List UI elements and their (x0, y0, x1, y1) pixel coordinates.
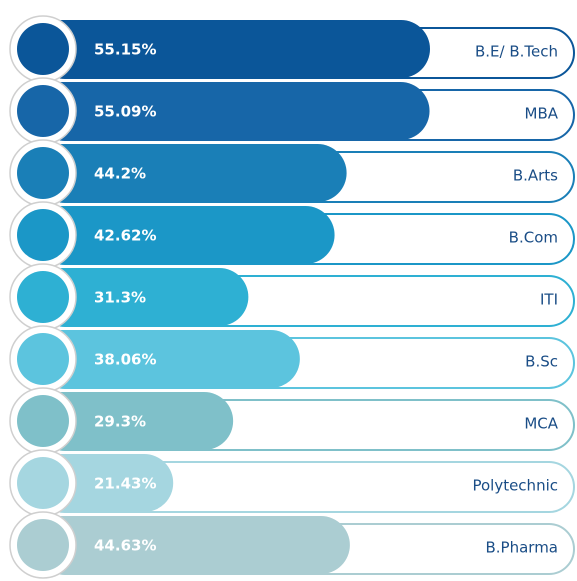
value-label: 55.09% (94, 103, 156, 121)
value-label: 38.06% (94, 351, 156, 369)
bar (10, 330, 300, 388)
bar (10, 20, 430, 78)
category-label: B.E/ B.Tech (475, 43, 558, 61)
value-label: 29.3% (94, 413, 146, 431)
value-label: 31.3% (94, 289, 146, 307)
category-label: ITI (540, 291, 558, 309)
bar-badge (17, 519, 69, 571)
bar-badge (17, 333, 69, 385)
value-label: 42.62% (94, 227, 156, 245)
category-label: MCA (524, 415, 558, 433)
category-label: B.Com (509, 229, 558, 247)
bar (10, 82, 430, 140)
bar (10, 516, 350, 574)
category-label: B.Arts (513, 167, 558, 185)
category-label: B.Sc (525, 353, 558, 371)
value-label: 44.63% (94, 537, 156, 555)
value-label: 21.43% (94, 475, 156, 493)
bar-badge (17, 395, 69, 447)
bar-badge (17, 457, 69, 509)
category-label: Polytechnic (472, 477, 558, 495)
bar-badge (17, 85, 69, 137)
value-label: 44.2% (94, 165, 146, 183)
bar (10, 206, 335, 264)
bar-badge (17, 23, 69, 75)
bar-badge (17, 271, 69, 323)
bar (10, 144, 347, 202)
category-label: MBA (525, 105, 559, 123)
category-label: B.Pharma (485, 539, 558, 557)
bar-badge (17, 209, 69, 261)
value-label: 55.15% (94, 41, 156, 59)
bar-badge (17, 147, 69, 199)
